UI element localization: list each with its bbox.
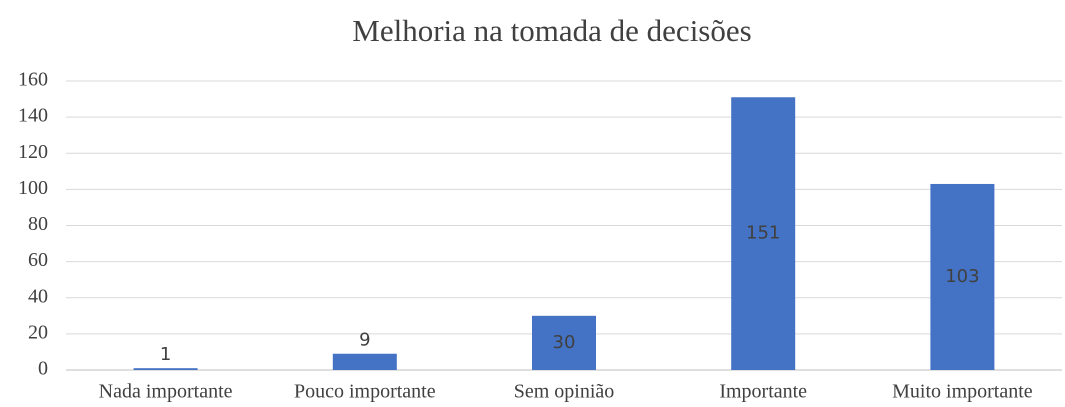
data-label: 30 [553, 332, 576, 353]
data-label: 1 [160, 344, 171, 365]
y-tick-label: 100 [18, 177, 48, 199]
x-tick-label: Muito importante [892, 381, 1033, 403]
y-tick-label: 20 [28, 321, 48, 343]
y-tick-label: 80 [28, 213, 48, 235]
y-tick-label: 0 [38, 358, 48, 380]
x-tick-label: Sem opinião [514, 381, 615, 403]
x-tick-label: Importante [719, 381, 807, 403]
y-tick-label: 40 [28, 285, 48, 307]
y-tick-label: 120 [18, 141, 48, 163]
x-tick-label: Nada importante [99, 381, 233, 403]
bar [930, 183, 995, 370]
y-tick-label: 140 [18, 105, 48, 127]
bar [133, 368, 198, 370]
bar [532, 315, 596, 370]
y-tick-label: 60 [28, 249, 48, 271]
data-label: 9 [359, 330, 370, 351]
bar [332, 353, 397, 370]
x-tick-label: Pouco importante [294, 381, 436, 403]
bar [731, 97, 796, 370]
data-label: 151 [746, 223, 780, 244]
chart-title: Melhoria na tomada de decisões [352, 13, 751, 48]
data-label: 103 [945, 266, 979, 287]
y-tick-label: 160 [18, 69, 48, 91]
